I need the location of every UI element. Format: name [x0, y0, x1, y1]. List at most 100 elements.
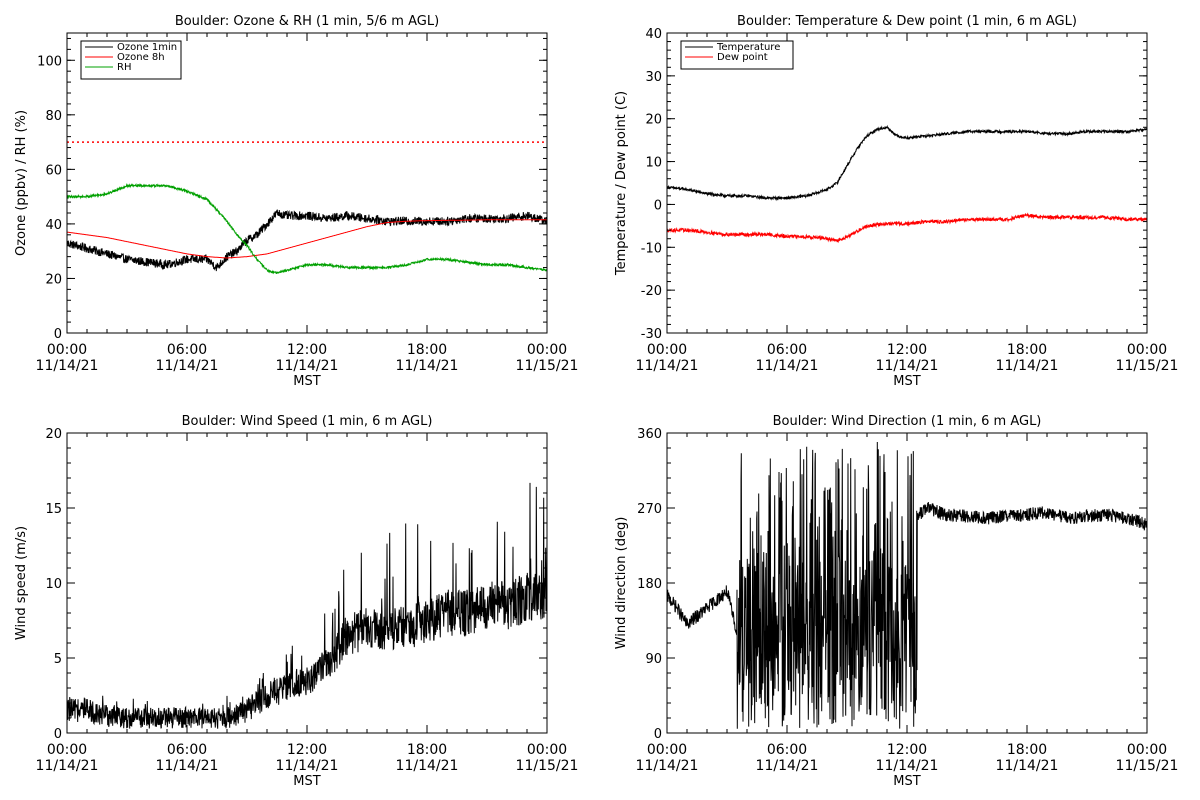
x-tick-date-label: 11/14/21 [396, 758, 459, 774]
x-tick-time-label: 00:00 [1127, 342, 1167, 358]
legend-box [680, 40, 794, 70]
y-tick-label: 20 [45, 272, 62, 287]
y-tick-label: 180 [637, 577, 662, 592]
y-tick-label: 0 [54, 727, 62, 742]
x-axis-label: MST [293, 774, 320, 789]
chart-title: Boulder: Wind Direction (1 min, 6 m AGL) [773, 414, 1042, 429]
y-axis-label: Wind speed (m/s) [14, 526, 29, 640]
y-tick-label: 0 [54, 327, 62, 342]
x-tick-date-label: 11/15/21 [1116, 758, 1179, 774]
legend-entry: RH [117, 62, 131, 73]
x-tick-date-label: 11/14/21 [36, 358, 99, 374]
x-tick-date-label: 11/14/21 [156, 358, 219, 374]
plot-frame [66, 432, 548, 734]
x-tick-date-label: 11/14/21 [876, 758, 939, 774]
y-tick-label: 90 [645, 652, 662, 667]
y-tick-label: -10 [641, 241, 662, 256]
y-axis-label: Wind direction (deg) [614, 517, 629, 650]
x-tick-time-label: 18:00 [1007, 342, 1047, 358]
y-axis-label: Ozone (ppbv) / RH (%) [14, 110, 29, 256]
x-tick-date-label: 11/14/21 [276, 758, 339, 774]
x-tick-time-label: 00:00 [1127, 742, 1167, 758]
x-tick-time-label: 06:00 [767, 742, 807, 758]
x-axis-label: MST [893, 374, 920, 389]
y-tick-label: 20 [45, 427, 62, 442]
x-tick-time-label: 18:00 [407, 342, 447, 358]
x-tick-date-label: 11/14/21 [756, 358, 819, 374]
chart-title: Boulder: Temperature & Dew point (1 min,… [737, 14, 1077, 29]
y-tick-label: 360 [637, 427, 662, 442]
x-tick-time-label: 00:00 [527, 342, 567, 358]
x-tick-time-label: 18:00 [1007, 742, 1047, 758]
y-tick-label: 10 [645, 156, 662, 171]
y-tick-label: 15 [45, 502, 62, 517]
x-tick-date-label: 11/14/21 [36, 758, 99, 774]
chart-title: Boulder: Ozone & RH (1 min, 5/6 m AGL) [175, 14, 439, 29]
y-tick-label: 0 [654, 198, 662, 213]
legend-entry: Ozone 1min [117, 42, 177, 53]
chart-panel-4: Boulder: Wind Direction (1 min, 6 m AGL)… [614, 414, 1178, 789]
chart-panel-2: Boulder: Temperature & Dew point (1 min,… [614, 14, 1178, 389]
x-tick-time-label: 06:00 [767, 342, 807, 358]
x-tick-date-label: 11/14/21 [276, 358, 339, 374]
x-tick-time-label: 12:00 [287, 742, 327, 758]
series-line-dew-point [667, 212, 1147, 244]
y-tick-label: 5 [54, 652, 62, 667]
y-tick-label: -20 [641, 284, 662, 299]
x-tick-date-label: 11/14/21 [996, 358, 1059, 374]
x-tick-time-label: 00:00 [647, 342, 687, 358]
x-tick-time-label: 00:00 [47, 742, 87, 758]
chart-panel-1: Boulder: Ozone & RH (1 min, 5/6 m AGL) 0 2… [14, 14, 578, 389]
series-line-temperature [667, 124, 1147, 202]
y-tick-label: 0 [654, 727, 662, 742]
x-tick-date-label: 11/14/21 [636, 358, 699, 374]
series-line-rh [67, 182, 547, 275]
x-tick-time-label: 12:00 [887, 742, 927, 758]
y-tick-label: 270 [637, 502, 662, 517]
series-group [667, 441, 1147, 729]
x-tick-date-label: 11/14/21 [996, 758, 1059, 774]
y-tick-label: 10 [45, 577, 62, 592]
series-line-data [667, 441, 1147, 729]
x-tick-date-label: 11/14/21 [756, 758, 819, 774]
x-tick-date-label: 11/14/21 [156, 758, 219, 774]
y-tick-label: 40 [45, 218, 62, 233]
legend-entry: Dew point [717, 52, 768, 63]
y-tick-label: -30 [641, 327, 662, 342]
x-tick-time-label: 06:00 [167, 342, 207, 358]
legend-entry: Temperature [716, 42, 780, 53]
x-tick-date-label: 11/15/21 [516, 358, 579, 374]
plot-frame [666, 32, 1148, 334]
x-tick-date-label: 11/15/21 [1116, 358, 1179, 374]
x-tick-date-label: 11/14/21 [636, 758, 699, 774]
y-tick-label: 40 [645, 27, 662, 42]
x-tick-time-label: 12:00 [287, 342, 327, 358]
series-group [67, 482, 547, 729]
x-tick-time-label: 00:00 [527, 742, 567, 758]
x-tick-date-label: 11/14/21 [396, 358, 459, 374]
series-line-ozone-8h [67, 219, 547, 259]
x-axis-label: MST [893, 774, 920, 789]
series-group [67, 182, 547, 275]
series-group [667, 124, 1147, 244]
series-line-data [67, 482, 547, 729]
y-tick-label: 20 [645, 113, 662, 128]
chart-title: Boulder: Wind Speed (1 min, 6 m AGL) [182, 414, 433, 429]
x-tick-time-label: 12:00 [887, 342, 927, 358]
x-axis-label: MST [293, 374, 320, 389]
x-tick-time-label: 00:00 [47, 342, 87, 358]
y-tick-label: 80 [45, 109, 62, 124]
x-tick-date-label: 11/14/21 [876, 358, 939, 374]
x-tick-date-label: 11/15/21 [516, 758, 579, 774]
x-tick-time-label: 00:00 [647, 742, 687, 758]
x-tick-time-label: 06:00 [167, 742, 207, 758]
legend-entry: Ozone 8h [117, 52, 165, 63]
y-tick-label: 100 [37, 54, 62, 69]
chart-panel-3: Boulder: Wind Speed (1 min, 6 m AGL) 0 5 10… [14, 414, 578, 789]
y-tick-label: 60 [45, 163, 62, 178]
x-tick-time-label: 18:00 [407, 742, 447, 758]
y-axis-label: Temperature / Dew point (C) [614, 91, 629, 276]
